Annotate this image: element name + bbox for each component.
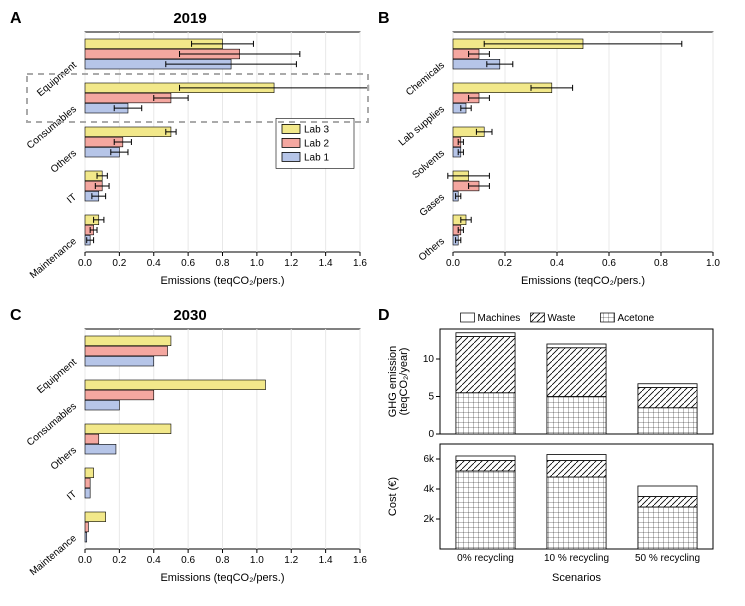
svg-text:1.6: 1.6: [353, 258, 367, 269]
svg-text:IT: IT: [65, 192, 79, 206]
svg-text:Others: Others: [417, 236, 447, 264]
svg-text:0% recycling: 0% recycling: [457, 553, 514, 564]
svg-text:0: 0: [428, 429, 434, 440]
svg-text:0.0: 0.0: [78, 555, 92, 566]
svg-text:1.2: 1.2: [284, 258, 298, 269]
svg-text:50 % recycling: 50 % recycling: [635, 553, 700, 564]
svg-text:4k: 4k: [423, 484, 435, 495]
svg-text:Others: Others: [49, 148, 79, 176]
svg-text:1.4: 1.4: [319, 258, 333, 269]
svg-text:Maintenance: Maintenance: [28, 533, 79, 579]
svg-text:1.4: 1.4: [319, 555, 333, 566]
svg-text:(teqCO₂/year): (teqCO₂/year): [398, 348, 410, 416]
svg-text:Cost (€): Cost (€): [387, 477, 399, 516]
svg-text:Gases: Gases: [418, 192, 447, 219]
panel-d-label: D: [378, 307, 390, 325]
svg-text:Lab 1: Lab 1: [304, 152, 329, 163]
svg-text:Emissions (teqCO₂/pers.): Emissions (teqCO₂/pers.): [160, 572, 284, 584]
svg-text:Consumables: Consumables: [25, 401, 79, 449]
svg-text:0.2: 0.2: [112, 258, 126, 269]
svg-text:0.6: 0.6: [181, 555, 195, 566]
svg-text:5: 5: [428, 392, 434, 403]
svg-text:Maintenance: Maintenance: [28, 236, 79, 282]
panel-a: A 2019 0.0 0.2 0.4 0.6 0.8 1.0 1.2 1.4 1.6 Equipm…: [10, 10, 370, 299]
svg-text:0.8: 0.8: [216, 258, 230, 269]
svg-text:Lab 2: Lab 2: [304, 138, 329, 149]
svg-text:Machines: Machines: [478, 313, 521, 324]
svg-text:Equipment: Equipment: [35, 60, 79, 99]
svg-text:Lab 3: Lab 3: [304, 124, 329, 135]
svg-text:0.6: 0.6: [602, 258, 616, 269]
svg-text:IT: IT: [65, 489, 79, 503]
svg-text:Emissions (teqCO₂/pers.): Emissions (teqCO₂/pers.): [521, 275, 645, 287]
svg-text:10: 10: [423, 354, 435, 365]
svg-text:10 % recycling: 10 % recycling: [544, 553, 609, 564]
panel-c-title: 2030: [173, 307, 206, 324]
svg-text:1.0: 1.0: [250, 258, 264, 269]
svg-text:1.0: 1.0: [706, 258, 720, 269]
svg-text:Chemicals: Chemicals: [404, 60, 447, 98]
svg-text:Solvents: Solvents: [410, 148, 446, 181]
svg-text:Waste: Waste: [548, 313, 576, 324]
panel-d: D MachinesWasteAcetone0510GHG emission(t…: [378, 307, 735, 596]
svg-text:0.0: 0.0: [78, 258, 92, 269]
svg-text:6k: 6k: [423, 454, 435, 465]
chart-d: MachinesWasteAcetone0510GHG emission(teq…: [378, 307, 723, 587]
svg-text:Emissions (teqCO₂/pers.): Emissions (teqCO₂/pers.): [160, 275, 284, 287]
chart-a: 0.0 0.2 0.4 0.6 0.8 1.0 1.2 1.4 1.6 Equipment Cons…: [10, 10, 370, 290]
svg-text:0.8: 0.8: [654, 258, 668, 269]
svg-text:Scenarios: Scenarios: [552, 572, 601, 584]
svg-text:2k: 2k: [423, 514, 435, 525]
svg-text:Acetone: Acetone: [618, 313, 655, 324]
chart-c: 0.0 0.2 0.4 0.6 0.8 1.0 1.2 1.4 1.6 Equipment Cons…: [10, 307, 370, 587]
svg-text:0.4: 0.4: [147, 258, 161, 269]
svg-text:0.2: 0.2: [498, 258, 512, 269]
svg-text:0.2: 0.2: [112, 555, 126, 566]
panel-b: B 0.0 0.2 0.4 0.6 0.8 1.0 Chemicals Lab supplie…: [378, 10, 735, 299]
svg-text:0.4: 0.4: [147, 555, 161, 566]
svg-text:Lab supplies: Lab supplies: [397, 104, 447, 149]
figure-grid: A 2019 0.0 0.2 0.4 0.6 0.8 1.0 1.2 1.4 1.6 Equipm…: [10, 10, 735, 596]
panel-b-label: B: [378, 10, 390, 28]
svg-text:0.4: 0.4: [550, 258, 564, 269]
svg-text:0.0: 0.0: [446, 258, 460, 269]
svg-text:Equipment: Equipment: [35, 357, 79, 396]
svg-text:1.0: 1.0: [250, 555, 264, 566]
panel-a-label: A: [10, 10, 22, 28]
svg-text:1.6: 1.6: [353, 555, 367, 566]
panel-c-label: C: [10, 307, 22, 325]
chart-b: 0.0 0.2 0.4 0.6 0.8 1.0 Chemicals Lab suppliesS…: [378, 10, 723, 290]
svg-text:Consumables: Consumables: [25, 104, 79, 152]
svg-text:0.6: 0.6: [181, 258, 195, 269]
svg-text:1.2: 1.2: [284, 555, 298, 566]
svg-text:Others: Others: [49, 445, 79, 473]
panel-a-title: 2019: [173, 10, 206, 27]
svg-text:0.8: 0.8: [216, 555, 230, 566]
panel-c: C 2030 0.0 0.2 0.4 0.6 0.8 1.0 1.2 1.4 1.6 Equipm…: [10, 307, 370, 596]
